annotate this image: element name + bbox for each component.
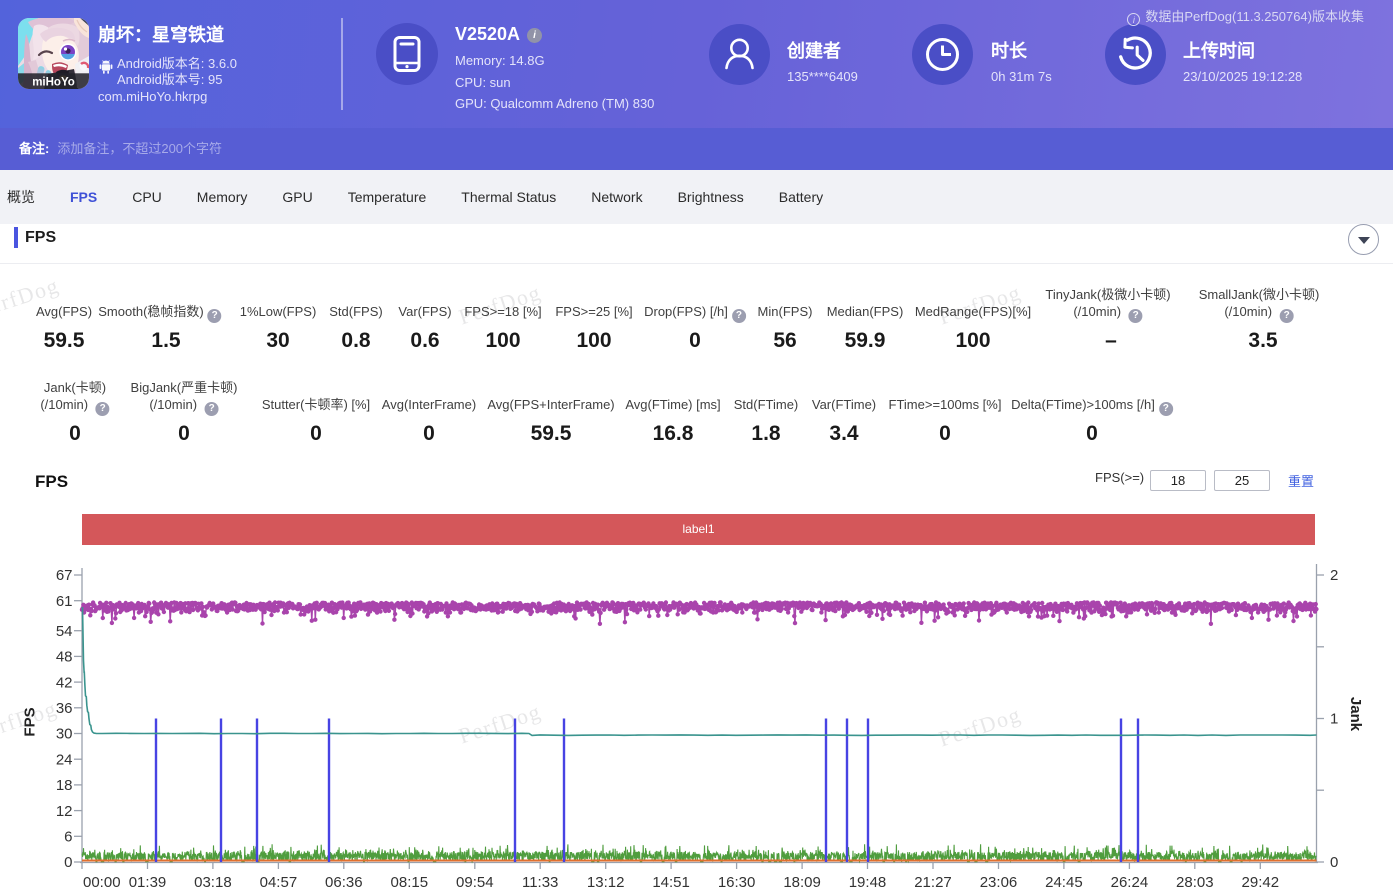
svg-text:67: 67 [56,567,73,584]
svg-text:09:54: 09:54 [456,874,494,891]
svg-text:11:33: 11:33 [522,874,558,891]
svg-text:18: 18 [56,777,73,794]
svg-text:24: 24 [56,751,73,768]
svg-text:08:15: 08:15 [391,874,429,891]
svg-text:18:09: 18:09 [783,874,821,891]
svg-text:42: 42 [56,674,73,691]
svg-text:16:30: 16:30 [718,874,756,891]
svg-text:13:12: 13:12 [587,874,625,891]
svg-text:0: 0 [1330,854,1338,871]
svg-text:03:18: 03:18 [194,874,232,891]
svg-text:14:51: 14:51 [652,874,690,891]
svg-text:26:24: 26:24 [1111,874,1149,891]
svg-text:19:48: 19:48 [849,874,887,891]
svg-text:29:42: 29:42 [1242,874,1280,891]
svg-text:00:00: 00:00 [83,874,121,891]
svg-text:miHoYo: miHoYo [32,77,75,89]
svg-text:48: 48 [56,649,73,666]
svg-text:6: 6 [64,829,72,846]
svg-text:21:27: 21:27 [914,874,952,891]
svg-text:54: 54 [56,623,73,640]
svg-text:1: 1 [1330,711,1338,728]
svg-text:01:39: 01:39 [129,874,167,891]
svg-text:2: 2 [1330,567,1338,584]
svg-text:24:45: 24:45 [1045,874,1083,891]
svg-text:12: 12 [56,803,73,820]
svg-text:04:57: 04:57 [260,874,298,891]
svg-text:06:36: 06:36 [325,874,363,891]
svg-text:Jank: Jank [1347,697,1364,732]
svg-text:23:06: 23:06 [980,874,1018,891]
svg-text:36: 36 [56,700,73,717]
svg-text:0: 0 [64,854,72,871]
svg-text:FPS: FPS [22,707,39,736]
svg-text:61: 61 [56,593,73,610]
svg-text:28:03: 28:03 [1176,874,1214,891]
svg-text:30: 30 [56,726,73,743]
